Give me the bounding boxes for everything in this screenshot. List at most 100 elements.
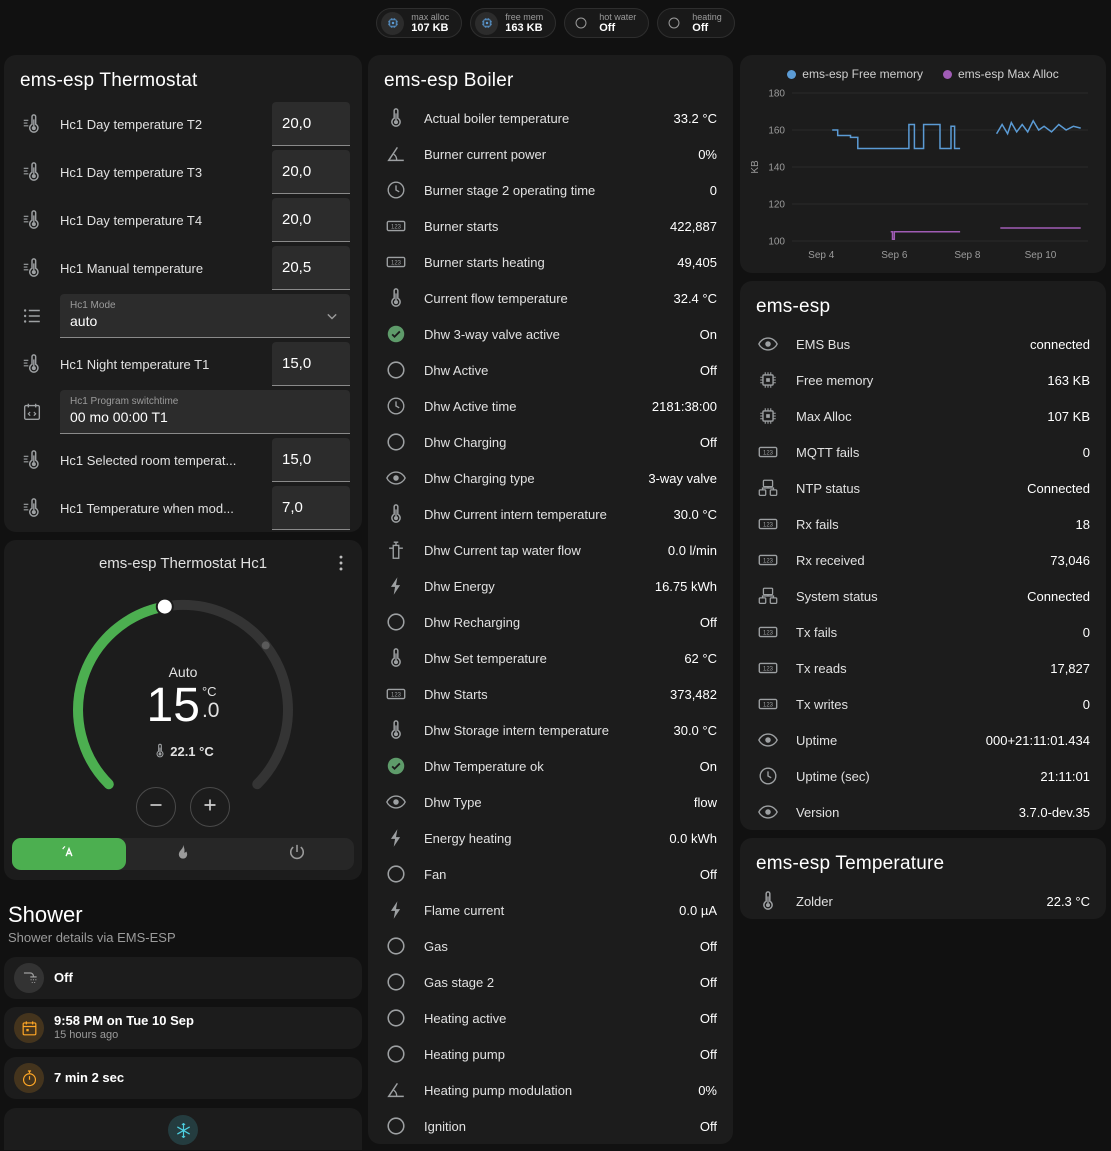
control-label: Hc1 Night temperature T1: [60, 356, 210, 372]
entity-row[interactable]: 123 Tx fails 0: [740, 614, 1106, 650]
entity-row[interactable]: Max Alloc 107 KB: [740, 398, 1106, 434]
entity-label: Burner stage 2 operating time: [424, 182, 596, 198]
mode-select[interactable]: Hc1 Mode auto: [60, 294, 350, 338]
entity-row[interactable]: 123 Dhw Starts 373,482: [368, 676, 733, 712]
entity-row[interactable]: Dhw Current intern temperature 30.0 °C: [368, 496, 733, 532]
entity-row[interactable]: Free memory 163 KB: [740, 362, 1106, 398]
number-input[interactable]: 20,0: [272, 150, 350, 194]
entity-row[interactable]: Zolder 22.3 °C: [740, 883, 1106, 919]
entity-row[interactable]: Dhw Type flow: [368, 784, 733, 820]
check-circle-icon: [384, 322, 408, 346]
dial-knob[interactable]: [155, 597, 174, 616]
shower-tile[interactable]: 7 min 2 sec: [4, 1057, 362, 1099]
number-input[interactable]: 15,0: [272, 342, 350, 386]
auto-mode-button[interactable]: [12, 838, 126, 870]
legend-item[interactable]: ems-esp Free memory: [787, 67, 923, 81]
tile-primary: Off: [54, 969, 73, 985]
entity-row[interactable]: Uptime 000+21:11:01.434: [740, 722, 1106, 758]
entity-row[interactable]: Burner current power 0%: [368, 136, 733, 172]
entity-row[interactable]: 123 Tx reads 17,827: [740, 650, 1106, 686]
entity-row[interactable]: Dhw Current tap water flow 0.0 l/min: [368, 532, 733, 568]
entity-row[interactable]: Dhw Charging type 3-way valve: [368, 460, 733, 496]
entity-row[interactable]: Dhw Active Off: [368, 352, 733, 388]
legend-item[interactable]: ems-esp Max Alloc: [943, 67, 1059, 81]
entity-row[interactable]: Dhw Set temperature 62 °C: [368, 640, 733, 676]
entity-row[interactable]: 123 Tx writes 0: [740, 686, 1106, 722]
entity-row[interactable]: Ignition Off: [368, 1108, 733, 1144]
shower-tile[interactable]: Off: [4, 957, 362, 999]
entity-row[interactable]: Heating pump Off: [368, 1036, 733, 1072]
flame-mode-button[interactable]: [126, 838, 240, 870]
entity-label: Dhw Charging type: [424, 470, 535, 486]
shower-icon: [14, 963, 44, 993]
number-input[interactable]: 20,5: [272, 246, 350, 290]
thermostat-rows: Hc1 Day temperature T2 20,0 Hc1 Day temper…: [4, 100, 362, 532]
status-badge[interactable]: hot water Off: [564, 8, 650, 38]
entity-row[interactable]: Dhw Recharging Off: [368, 604, 733, 640]
entity-label: Max Alloc: [796, 408, 852, 424]
increase-temperature-button[interactable]: [190, 787, 230, 827]
entity-row[interactable]: Uptime (sec) 21:11:01: [740, 758, 1106, 794]
entity-row[interactable]: NTP status Connected: [740, 470, 1106, 506]
entity-label: Burner starts heating: [424, 254, 545, 270]
control-row: Hc1 Mode auto: [4, 292, 362, 340]
entity-row[interactable]: Actual boiler temperature 33.2 °C: [368, 100, 733, 136]
entity-row[interactable]: Dhw Active time 2181:38:00: [368, 388, 733, 424]
svg-text:140: 140: [768, 163, 785, 174]
entity-value: On: [699, 758, 717, 774]
entity-row[interactable]: Fan Off: [368, 856, 733, 892]
entity-row[interactable]: 123 Rx fails 18: [740, 506, 1106, 542]
power-mode-button[interactable]: [240, 838, 354, 870]
shower-tile[interactable]: 9:58 PM on Tue 10 Sep 15 hours ago: [4, 1007, 362, 1049]
status-badge[interactable]: free mem 163 KB: [470, 8, 557, 38]
entity-value: 0: [1082, 444, 1090, 460]
entity-row[interactable]: Version 3.7.0-dev.35: [740, 794, 1106, 830]
entity-row[interactable]: 123 MQTT fails 0: [740, 434, 1106, 470]
entity-row[interactable]: Heating pump modulation 0%: [368, 1072, 733, 1108]
dial-target-int: 15: [146, 679, 200, 732]
entity-label: Tx reads: [796, 660, 847, 676]
svg-text:KB: KB: [750, 160, 761, 174]
entity-row[interactable]: Flame current 0.0 µA: [368, 892, 733, 928]
entity-row[interactable]: Gas Off: [368, 928, 733, 964]
entity-row[interactable]: Dhw Energy 16.75 kWh: [368, 568, 733, 604]
text-input[interactable]: Hc1 Program switchtime 00 mo 00:00 T1: [60, 390, 350, 434]
entity-row[interactable]: System status Connected: [740, 578, 1106, 614]
network-icon: [756, 584, 780, 608]
shower-tile[interactable]: [4, 1108, 362, 1150]
entity-row[interactable]: Dhw Charging Off: [368, 424, 733, 460]
entity-value: 49,405: [677, 254, 717, 270]
entity-value: 3-way valve: [648, 470, 717, 486]
thermometer-lines-icon: [20, 448, 44, 472]
chip-icon: [475, 11, 499, 35]
entity-row[interactable]: Heating active Off: [368, 1000, 733, 1036]
memory-chart-card[interactable]: ems-esp Free memory ems-esp Max Alloc 100…: [740, 55, 1106, 273]
entity-row[interactable]: 123 Rx received 73,046: [740, 542, 1106, 578]
entity-row[interactable]: Dhw 3-way valve active On: [368, 316, 733, 352]
entity-row[interactable]: Dhw Temperature ok On: [368, 748, 733, 784]
svg-text:180: 180: [768, 89, 785, 100]
control-label: Hc1 Temperature when mod...: [60, 500, 234, 516]
entity-row[interactable]: Gas stage 2 Off: [368, 964, 733, 1000]
entity-row[interactable]: Current flow temperature 32.4 °C: [368, 280, 733, 316]
entity-row[interactable]: Dhw Storage intern temperature 30.0 °C: [368, 712, 733, 748]
entity-row[interactable]: 123 Burner starts 422,887: [368, 208, 733, 244]
entity-label: Ignition: [424, 1118, 466, 1134]
status-badge[interactable]: heating Off: [657, 8, 735, 38]
entity-value: Off: [699, 938, 717, 954]
decrease-temperature-button[interactable]: [136, 787, 176, 827]
number-input[interactable]: 20,0: [272, 198, 350, 242]
status-badge[interactable]: max alloc 107 KB: [376, 8, 463, 38]
number-input[interactable]: 7,0: [272, 486, 350, 530]
circle-icon: [384, 1042, 408, 1066]
entity-row[interactable]: Energy heating 0.0 kWh: [368, 820, 733, 856]
entity-row[interactable]: Burner stage 2 operating time 0: [368, 172, 733, 208]
temperature-card: ems-esp Temperature Zolder 22.3 °C: [740, 838, 1106, 919]
eye-icon: [756, 800, 780, 824]
number-input[interactable]: 15,0: [272, 438, 350, 482]
entity-row[interactable]: 123 Burner starts heating 49,405: [368, 244, 733, 280]
number-input[interactable]: 20,0: [272, 102, 350, 146]
more-options-icon[interactable]: [330, 552, 354, 576]
entity-row[interactable]: EMS Bus connected: [740, 326, 1106, 362]
entity-label: Current flow temperature: [424, 290, 568, 306]
